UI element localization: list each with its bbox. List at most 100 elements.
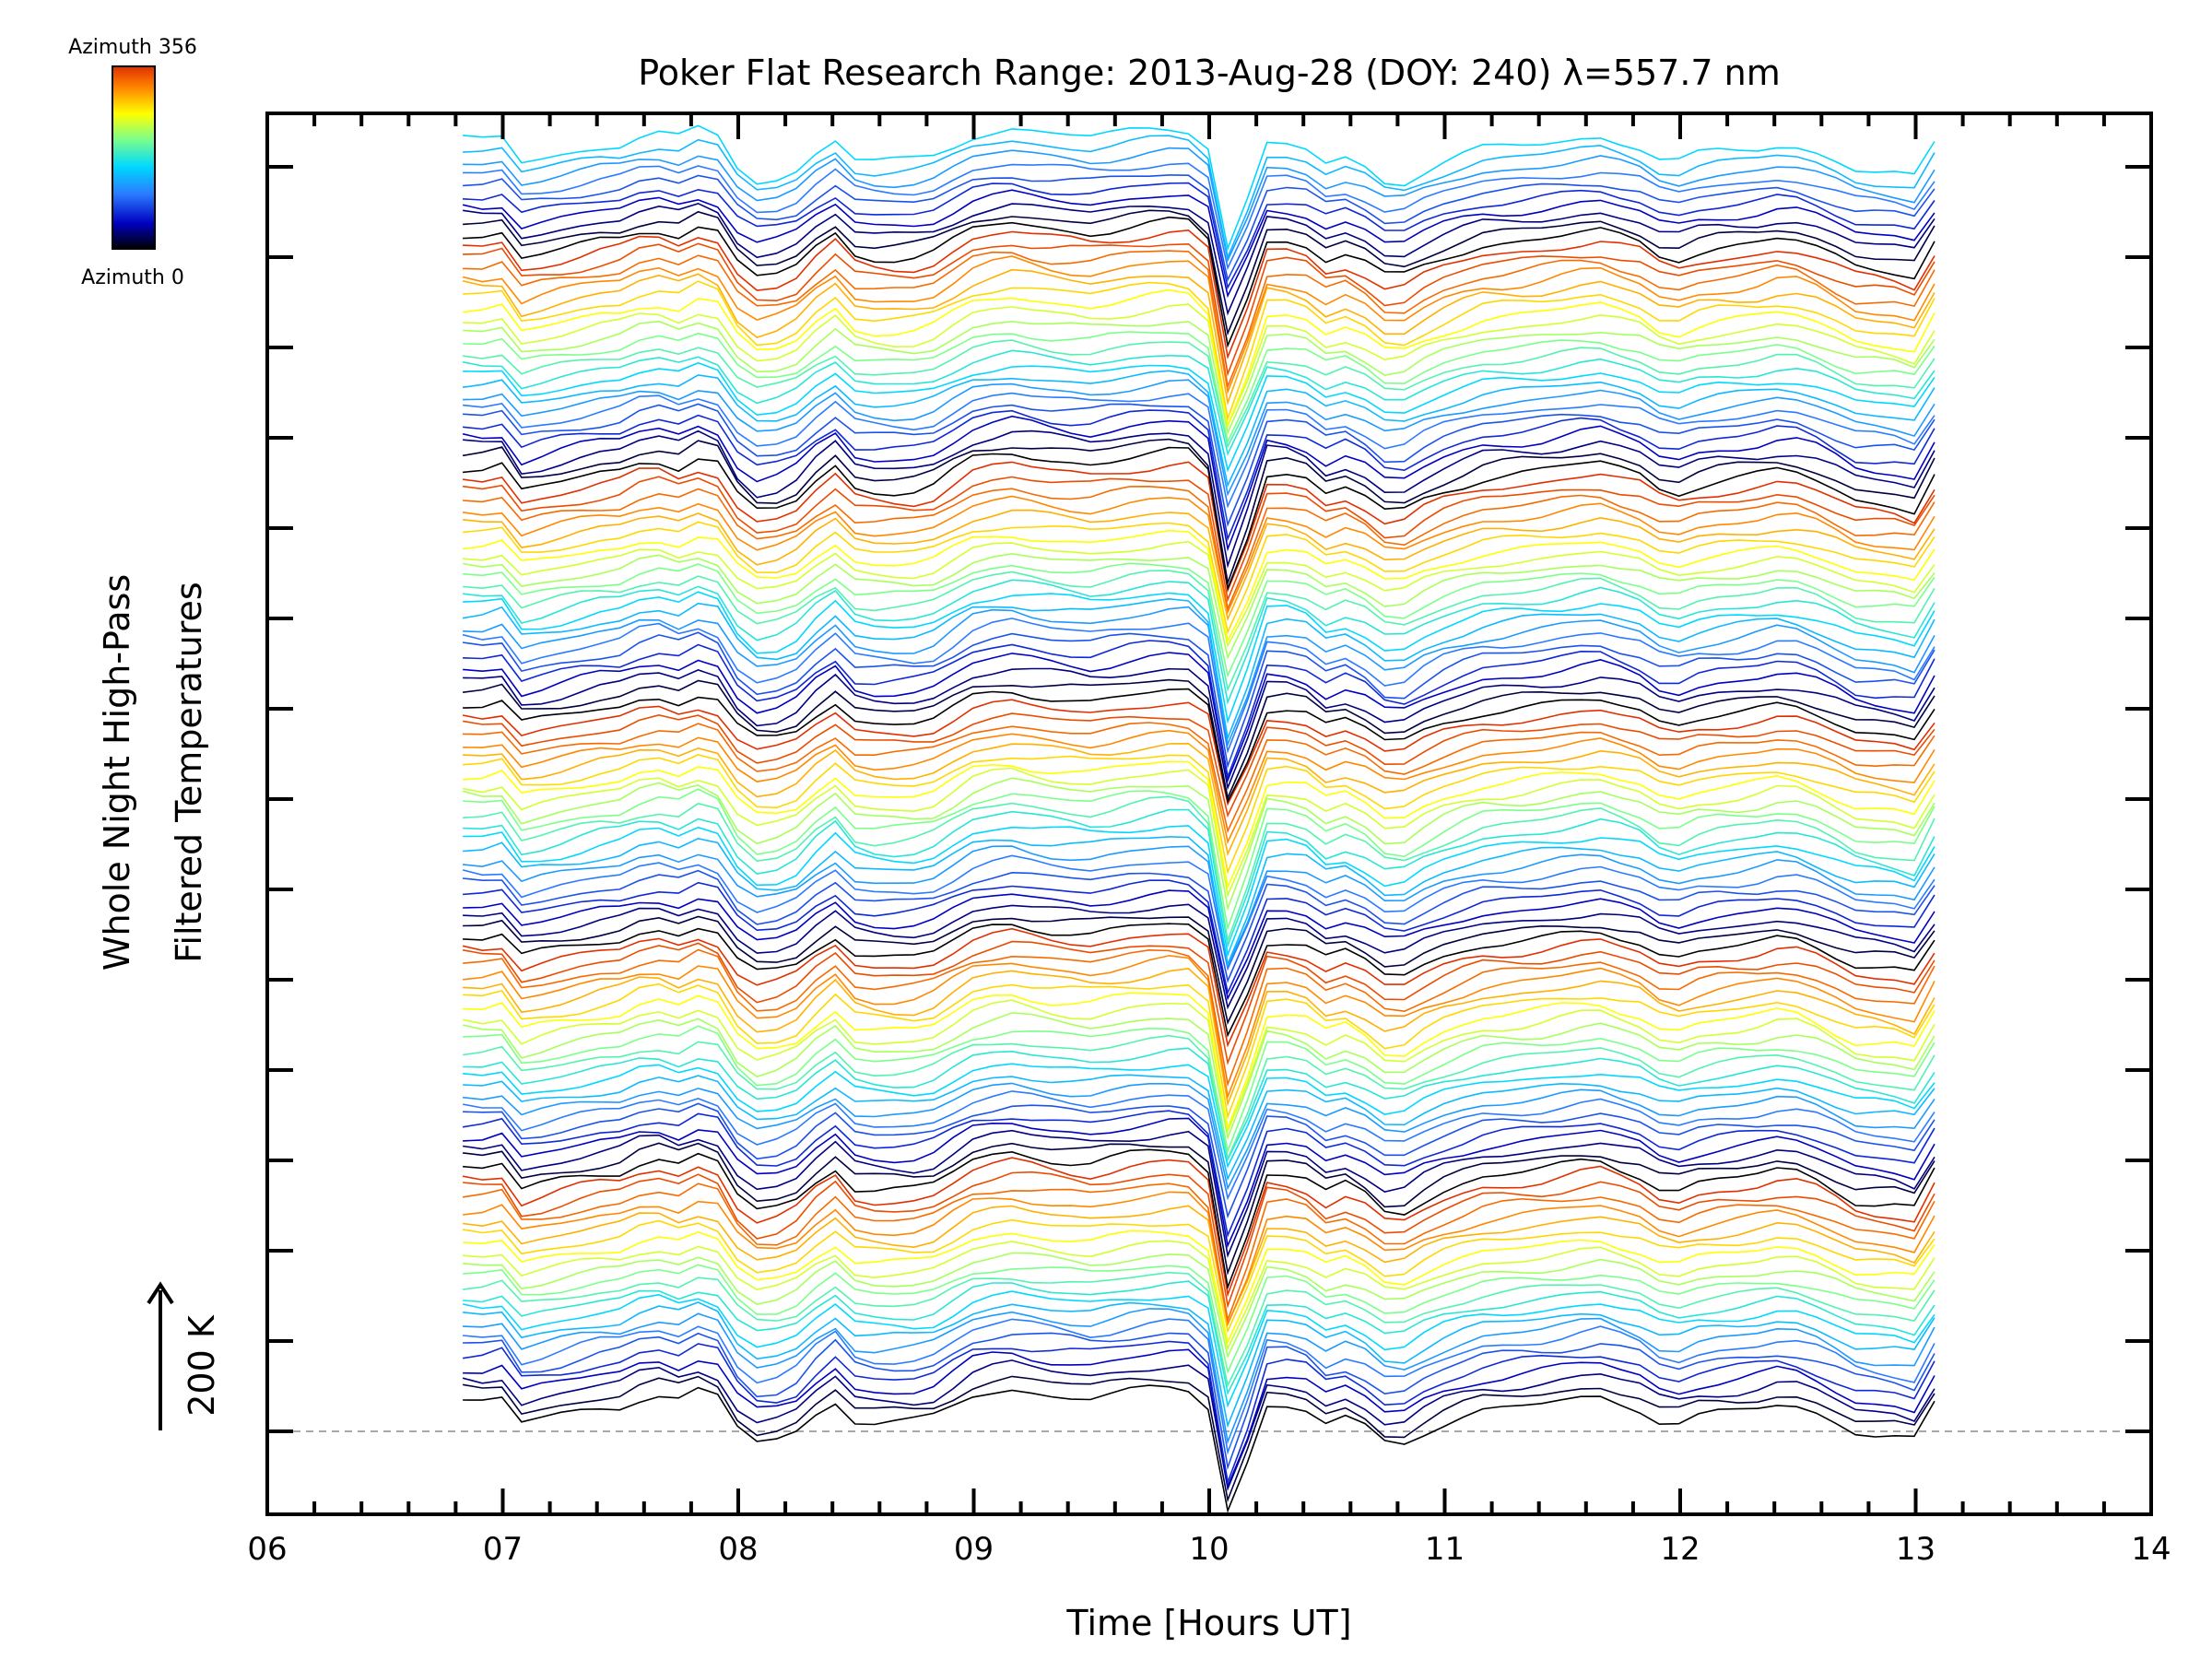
x-tick-labels: 06 07 08 09 10 11 12 13 14: [247, 1531, 2171, 1568]
series-line-78: [463, 562, 1936, 678]
series-line-68: [463, 667, 1936, 791]
series-line-57: [462, 777, 1936, 912]
y-axis-title-line2: Filtered Temperatures: [169, 582, 209, 962]
series-line-104: [463, 280, 1936, 422]
scale-bar: 200 K: [147, 1281, 222, 1430]
series-line-108: [463, 242, 1936, 377]
series-line-36: [462, 999, 1936, 1135]
series-line-75: [463, 591, 1936, 724]
series-line-6: [463, 1318, 1936, 1455]
series-line-84: [462, 495, 1936, 615]
x-axis-title: Time [Hours UT]: [1065, 1603, 1351, 1643]
series-line-111: [463, 209, 1936, 336]
colorbar-top-label: Azimuth 356: [68, 36, 197, 59]
series-line-102: [463, 303, 1936, 429]
series-line-48: [463, 879, 1936, 995]
series-line-74: [462, 597, 1936, 741]
series-line-80: [463, 540, 1936, 648]
series-line-99: [462, 339, 1936, 449]
series-line-70: [463, 640, 1936, 780]
series-line-53: [463, 825, 1936, 958]
series-line-63: [463, 722, 1936, 834]
series-group: [462, 124, 1936, 1513]
series-line-115: [463, 174, 1936, 282]
series-line-7: [463, 1308, 1936, 1445]
series-line-64: [462, 712, 1936, 818]
series-line-83: [463, 509, 1936, 622]
series-line-118: [463, 135, 1936, 260]
series-line-41: [463, 948, 1936, 1088]
series-line-17: [462, 1205, 1936, 1326]
series-line-110: [463, 216, 1936, 348]
x-tick-label-11: 11: [1425, 1531, 1465, 1568]
series-line-86: [462, 476, 1936, 603]
series-line-60: [463, 754, 1936, 875]
series-line-85: [463, 485, 1936, 612]
series-line-72: [462, 618, 1936, 754]
series-line-26: [462, 1110, 1936, 1238]
series-line-9: [462, 1290, 1936, 1408]
series-line-91: [462, 415, 1936, 552]
x-tick-label-10: 10: [1189, 1531, 1229, 1568]
series-line-109: [463, 229, 1936, 360]
series-line-76: [463, 579, 1936, 705]
series-line-58: [462, 767, 1936, 898]
series-line-79: [462, 552, 1936, 660]
series-line-95: [463, 379, 1936, 497]
x-tick-label-12: 12: [1660, 1531, 1700, 1568]
colorbar-gradient: [112, 65, 156, 250]
series-line-62: [463, 729, 1936, 844]
series-line-65: [462, 699, 1936, 806]
series-line-87: [462, 461, 1936, 594]
series-line-46: [463, 903, 1936, 1010]
series-line-88: [463, 446, 1936, 592]
series-line-117: [463, 147, 1936, 263]
series-line-49: [463, 869, 1936, 983]
series-line-24: [462, 1129, 1936, 1259]
series-line-114: [463, 182, 1936, 290]
series-line-71: [462, 631, 1936, 769]
series-line-27: [463, 1102, 1936, 1219]
series-line-10: [463, 1280, 1936, 1395]
series-line-23: [463, 1142, 1936, 1276]
series-line-55: [463, 795, 1936, 944]
series-line-34: [463, 1025, 1936, 1154]
series-line-100: [463, 331, 1936, 444]
series-line-11: [462, 1271, 1936, 1388]
series-line-47: [463, 889, 1936, 1001]
series-line-107: [463, 250, 1936, 390]
scale-bar-arrowhead: [147, 1281, 174, 1305]
series-line-101: [463, 320, 1936, 436]
series-line-14: [463, 1240, 1936, 1351]
series-line-45: [463, 915, 1936, 1025]
series-line-113: [462, 189, 1936, 299]
series-line-29: [463, 1082, 1936, 1191]
axis-ticks: [265, 113, 2153, 1514]
series-line-5: [463, 1332, 1936, 1471]
series-line-92: [463, 409, 1936, 542]
series-line-93: [463, 403, 1936, 527]
series-line-16: [462, 1218, 1936, 1334]
series-line-18: [463, 1191, 1936, 1327]
colorbar: Azimuth 356 Azimuth 0: [68, 36, 197, 289]
colorbar-bottom-label: Azimuth 0: [81, 266, 184, 289]
series-line-22: [463, 1148, 1936, 1290]
series-line-4: [462, 1340, 1936, 1486]
series-line-37: [463, 992, 1936, 1131]
series-line-97: [463, 361, 1936, 473]
y-axis-title-line1: Whole Night High-Pass: [97, 574, 137, 971]
series-line-21: [462, 1157, 1936, 1298]
series-line-119: [463, 124, 1936, 252]
series-line-59: [463, 760, 1936, 890]
series-line-31: [463, 1063, 1936, 1169]
series-line-44: [463, 923, 1936, 1038]
series-line-81: [463, 529, 1936, 643]
series-line-50: [462, 854, 1936, 971]
series-line-38: [463, 982, 1936, 1120]
series-line-67: [462, 678, 1936, 801]
series-line-94: [463, 392, 1936, 509]
series-line-103: [463, 288, 1936, 429]
series-line-19: [462, 1182, 1936, 1324]
x-tick-label-14: 14: [2131, 1531, 2171, 1568]
